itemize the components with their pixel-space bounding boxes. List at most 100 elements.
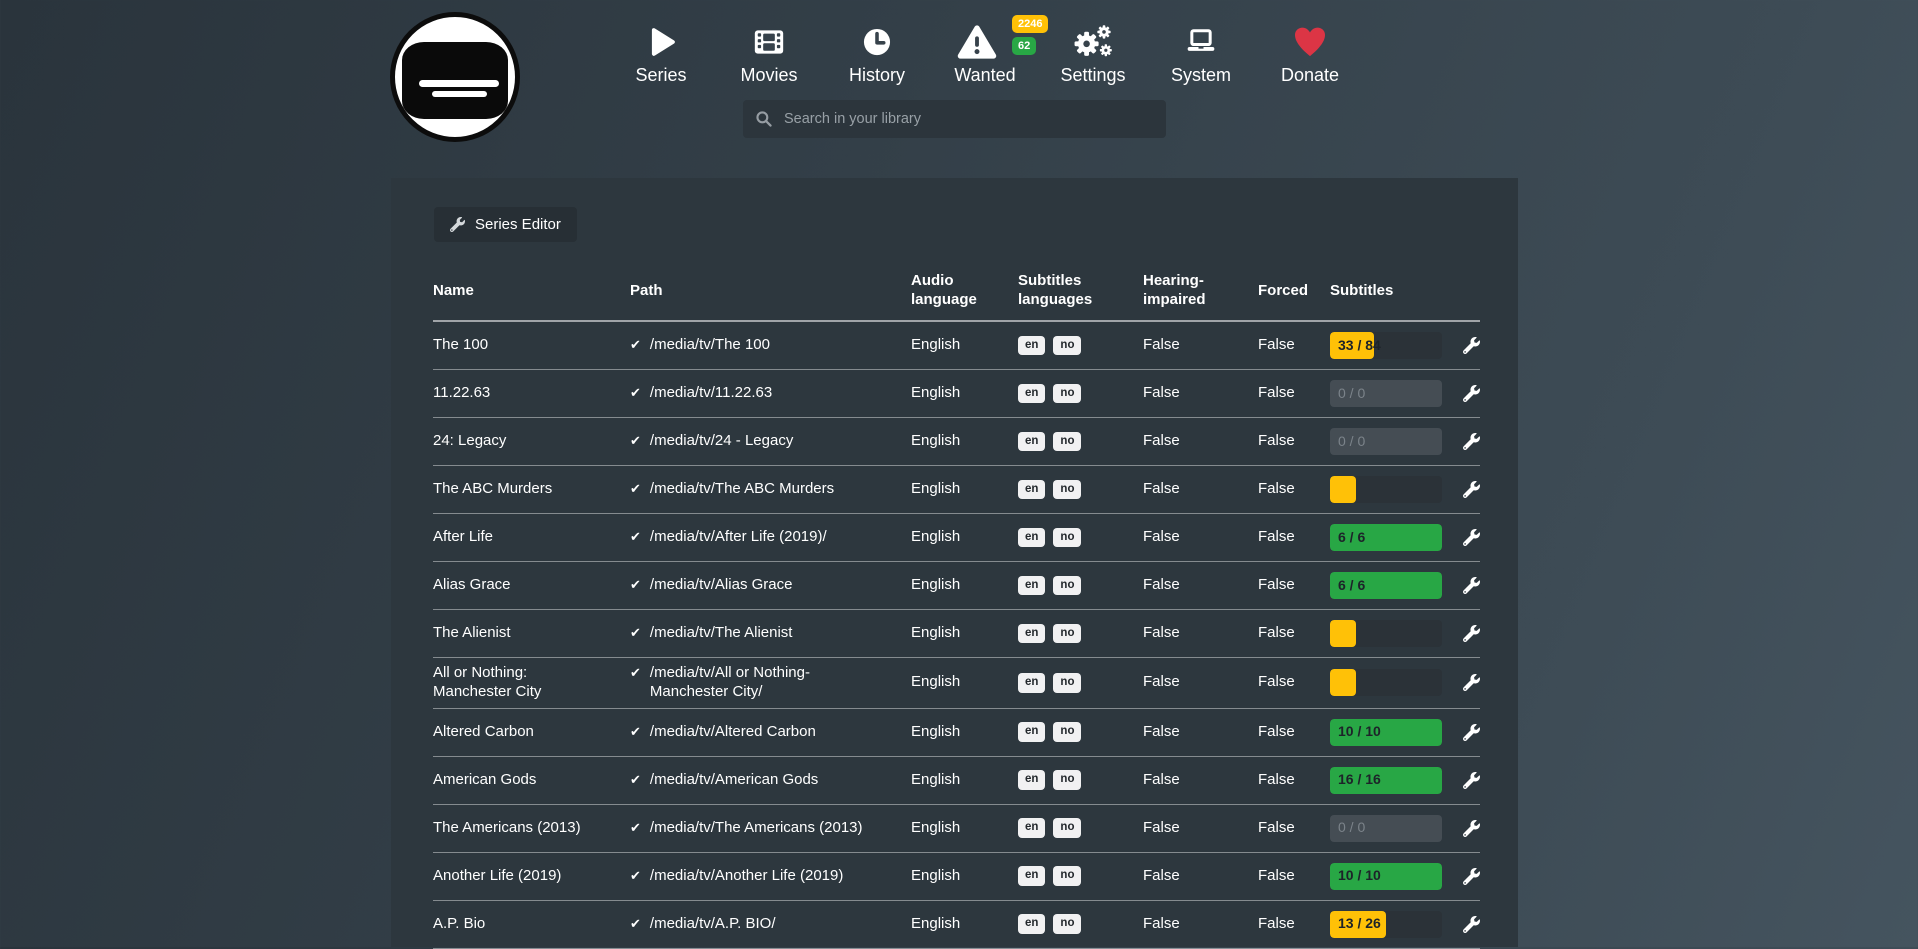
wrench-icon [450, 217, 465, 232]
audio-language-value: English [911, 770, 961, 788]
progress-label: 0 / 0 [1338, 432, 1366, 449]
series-name-link[interactable]: American Gods [433, 770, 537, 788]
progress-label: 6 / 6 [1338, 528, 1366, 545]
forced-value: False [1258, 866, 1295, 884]
series-name-link[interactable]: A.P. Bio [433, 914, 486, 932]
table-row: After Life ✔ /media/tv/After Life (2019)… [433, 514, 1480, 562]
language-badge: no [1053, 335, 1082, 356]
progress-label: 0 / 0 [1338, 384, 1366, 401]
series-name-link[interactable]: All or Nothing: Manchester City [433, 664, 542, 700]
series-name-link[interactable]: The ABC Murders [433, 480, 553, 498]
language-badge: en [1018, 431, 1046, 452]
check-icon: ✔ [630, 481, 641, 497]
series-name-link[interactable]: The 100 [433, 336, 489, 354]
hearing-impaired-value: False [1143, 528, 1180, 546]
audio-language-value: English [911, 336, 961, 354]
clock-icon [863, 28, 891, 55]
forced-value: False [1258, 770, 1295, 788]
nav-item-movies[interactable]: Movies [714, 18, 824, 87]
forced-value: False [1258, 432, 1295, 450]
check-icon: ✔ [630, 665, 641, 680]
hearing-impaired-value: False [1143, 673, 1180, 691]
series-name-link[interactable]: 24: Legacy [433, 432, 507, 450]
logo-subtitle-line [419, 80, 499, 87]
progress-label: 16 / 16 [1338, 771, 1381, 788]
forced-value: False [1258, 384, 1295, 402]
subtitles-progress-bar: 16 / 16 [1330, 766, 1442, 794]
progress-fill [1330, 476, 1356, 503]
row-edit-button[interactable] [1455, 915, 1480, 933]
row-edit-button[interactable] [1455, 577, 1480, 594]
audio-language-value: English [911, 432, 961, 450]
row-edit-button[interactable] [1455, 433, 1480, 450]
nav-item-wanted[interactable]: 2246 62 Wanted [930, 15, 1049, 87]
subtitles-languages-cell: en no [1018, 431, 1143, 452]
nav-item-history[interactable]: History [822, 18, 932, 87]
row-edit-button[interactable] [1455, 337, 1480, 354]
subtitles-languages-cell: en no [1018, 914, 1143, 934]
series-name-link[interactable]: The Americans (2013) [433, 818, 581, 836]
row-edit-button[interactable] [1455, 481, 1480, 498]
check-icon: ✔ [630, 385, 641, 401]
subtitles-languages-cell: en no [1018, 673, 1143, 693]
series-name-link[interactable]: After Life [433, 528, 494, 546]
subtitles-languages-cell: en no [1018, 623, 1143, 644]
nav-item-settings[interactable]: Settings [1038, 18, 1148, 87]
series-name-link[interactable]: Alias Grace [433, 576, 511, 594]
row-edit-button[interactable] [1455, 674, 1480, 692]
search-input[interactable] [782, 110, 1154, 128]
progress-fill [1330, 572, 1442, 599]
row-edit-button[interactable] [1455, 385, 1480, 402]
subtitles-progress-bar [1330, 476, 1442, 503]
nav-label-system: System [1170, 65, 1231, 85]
subtitles-progress-bar: 10 / 10 [1330, 718, 1442, 746]
table-row: The ABC Murders ✔ /media/tv/The ABC Murd… [433, 466, 1480, 514]
table-row: All or Nothing: Manchester City ✔ /media… [433, 658, 1480, 709]
hearing-impaired-value: False [1143, 818, 1180, 836]
progress-label: 6 / 6 [1338, 576, 1366, 593]
wrench-icon [1463, 771, 1480, 789]
nav-item-series[interactable]: Series [606, 18, 716, 87]
series-name-link[interactable]: Altered Carbon [433, 722, 534, 740]
language-badge: en [1018, 722, 1046, 742]
language-badge: en [1018, 866, 1046, 886]
row-edit-button[interactable] [1455, 819, 1480, 837]
series-editor-button[interactable]: Series Editor [434, 207, 577, 242]
wanted-count-badge: 62 [1012, 37, 1037, 55]
series-path-text: /media/tv/The Alienist [649, 624, 793, 642]
audio-language-value: English [911, 722, 961, 740]
row-edit-button[interactable] [1455, 723, 1480, 741]
series-name-link[interactable]: Another Life (2019) [433, 866, 562, 884]
language-badge: no [1053, 914, 1082, 934]
series-path-text: /media/tv/After Life (2019)/ [649, 528, 827, 546]
subtitles-languages-cell: en no [1018, 383, 1143, 404]
row-edit-button[interactable] [1455, 625, 1480, 642]
hearing-impaired-value: False [1143, 866, 1180, 884]
table-row: The 100 ✔ /media/tv/The 100 English en no… [433, 322, 1480, 370]
check-icon: ✔ [630, 771, 641, 787]
nav-item-system[interactable]: System [1146, 18, 1256, 87]
series-name-link[interactable]: The Alienist [433, 624, 511, 642]
forced-value: False [1258, 528, 1295, 546]
row-edit-button[interactable] [1455, 771, 1480, 789]
wrench-icon [1463, 625, 1480, 642]
series-table-header: Name Path Audio language Subtitles langu… [433, 262, 1480, 322]
language-badge: en [1018, 335, 1046, 356]
row-edit-button[interactable] [1455, 867, 1480, 885]
subtitles-progress-bar: 10 / 10 [1330, 862, 1442, 890]
row-edit-button[interactable] [1455, 529, 1480, 546]
wanted-badge-stack: 2246 62 [1012, 15, 1049, 55]
series-path-text: /media/tv/24 - Legacy [649, 432, 794, 450]
language-badge: en [1018, 479, 1046, 500]
subtitles-languages-cell: en no [1018, 818, 1143, 838]
audio-language-value: English [911, 624, 961, 642]
table-row: Another Life (2019) ✔ /media/tv/Another … [433, 853, 1480, 901]
table-row: 24: Legacy ✔ /media/tv/24 - Legacy Engli… [433, 418, 1480, 466]
nav-item-donate[interactable]: Donate [1255, 18, 1365, 87]
language-badge: no [1053, 722, 1082, 742]
subtitles-progress-bar: 0 / 0 [1330, 428, 1442, 455]
wrench-icon [1463, 723, 1480, 741]
series-name-link[interactable]: 11.22.63 [433, 384, 491, 402]
bazarr-logo[interactable] [390, 12, 520, 142]
subtitles-progress-bar: 33 / 84 [1330, 332, 1442, 359]
